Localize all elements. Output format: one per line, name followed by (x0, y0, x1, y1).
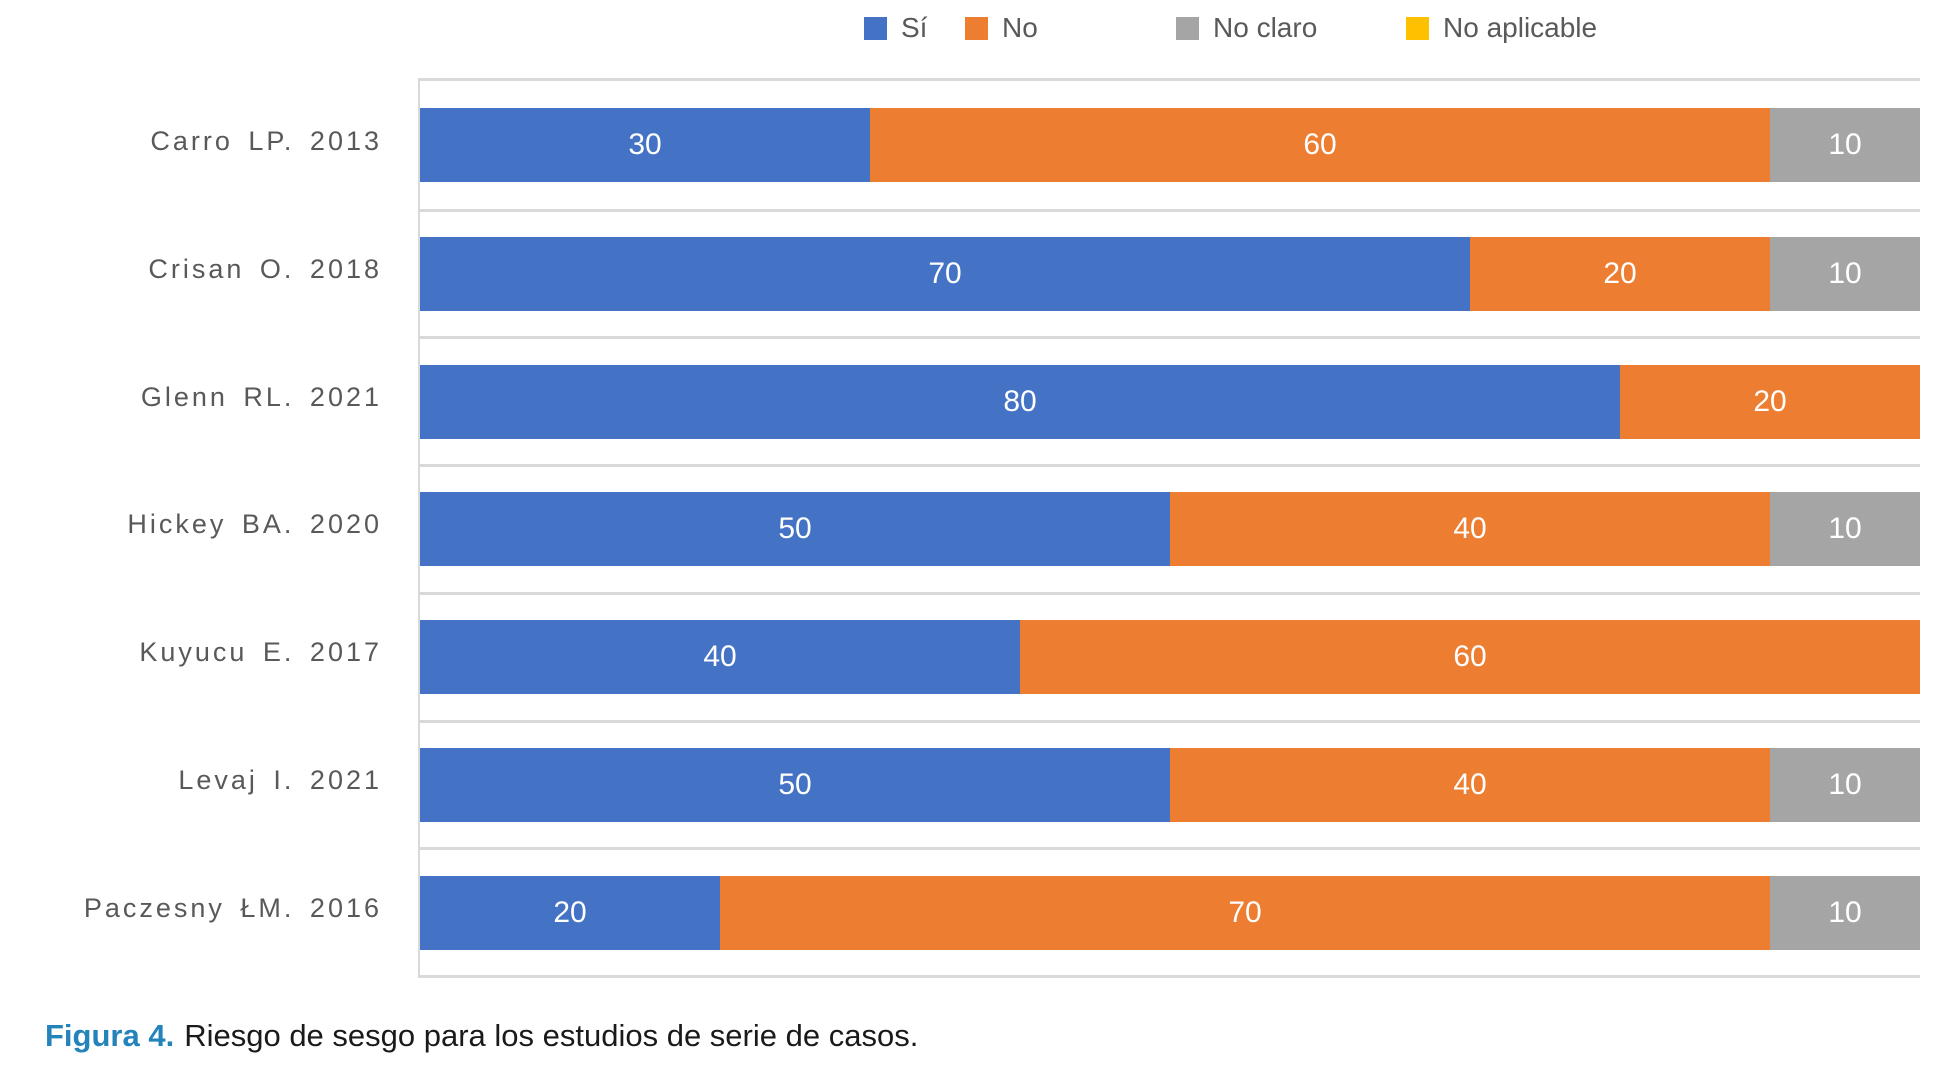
bar-segment-no: 60 (1020, 620, 1920, 695)
bar-value-label: 60 (1453, 640, 1487, 674)
stacked-bar: 80 20 (420, 364, 1920, 439)
legend-label: Sí (901, 12, 928, 43)
category-label: Hickey BA. 2020 (127, 509, 382, 540)
figure-caption: Figura 4. Riesgo de sesgo para los estudi… (45, 1018, 918, 1054)
legend-label: No aplicable (1443, 12, 1598, 43)
plot-area: 30 60 10 70 20 10 80 20 50 40 10 40 60 50 40 10 20 70 10 (418, 78, 1920, 978)
bar-value-label: 10 (1828, 512, 1862, 546)
bar-segment-si: 50 (420, 747, 1170, 822)
stacked-bar: 50 40 10 (420, 492, 1920, 567)
legend-swatch-no-aplicable-icon (1406, 16, 1429, 40)
category-band: 40 60 (420, 591, 1920, 720)
legend-label: No claro (1213, 12, 1318, 43)
category-band: 80 20 (420, 336, 1920, 464)
legend-item-no: No (965, 12, 1038, 44)
bar-segment-si: 30 (420, 107, 870, 182)
bar-segment-si: 70 (420, 237, 1470, 312)
bar-value-label: 70 (928, 257, 962, 291)
category-band: 20 70 10 (420, 847, 1920, 975)
category-band: 70 20 10 (420, 208, 1920, 337)
legend-item-no-aplicable: No aplicable (1406, 12, 1597, 44)
bar-segment-no-claro: 10 (1770, 107, 1920, 182)
category-label: Kuyucu E. 2017 (139, 637, 382, 668)
bar-segment-si: 80 (420, 364, 1620, 439)
bar-value-label: 60 (1303, 127, 1337, 161)
stacked-bar: 30 60 10 (420, 107, 1920, 182)
bar-segment-no-claro: 10 (1770, 747, 1920, 822)
bar-value-label: 30 (628, 127, 662, 161)
bar-value-label: 10 (1828, 895, 1862, 929)
chart-legend: Sí No No claro No aplicable (0, 12, 1943, 48)
stacked-bar: 20 70 10 (420, 875, 1920, 950)
category-band: 30 60 10 (420, 81, 1920, 209)
bar-segment-no: 60 (870, 107, 1770, 182)
bar-segment-no: 40 (1170, 747, 1770, 822)
category-label: Carro LP. 2013 (150, 126, 382, 157)
legend-item-si: Sí (864, 12, 927, 44)
bar-value-label: 40 (1453, 767, 1487, 801)
legend-swatch-si-icon (864, 16, 887, 40)
category-label: Crisan O. 2018 (148, 254, 382, 285)
category-label: Levaj I. 2021 (178, 764, 382, 795)
bar-value-label: 20 (1603, 257, 1637, 291)
category-axis: Carro LP. 2013 Crisan O. 2018 Glenn RL. 20… (0, 78, 400, 972)
bar-value-label: 80 (1003, 384, 1037, 418)
bar-segment-si: 40 (420, 620, 1020, 695)
bar-value-label: 50 (778, 512, 812, 546)
bar-segment-no: 70 (720, 875, 1770, 950)
bar-segment-no: 20 (1620, 364, 1920, 439)
bar-segment-si: 20 (420, 875, 720, 950)
caption-text: Riesgo de sesgo para los estudios de ser… (184, 1018, 919, 1053)
bar-value-label: 70 (1228, 895, 1262, 929)
category-label: Paczesny ŁM. 2016 (83, 892, 382, 923)
bar-value-label: 10 (1828, 767, 1862, 801)
bar-segment-no: 40 (1170, 492, 1770, 567)
stacked-bar: 70 20 10 (420, 237, 1920, 312)
bar-segment-no-claro: 10 (1770, 237, 1920, 312)
bar-value-label: 10 (1828, 257, 1862, 291)
bar-segment-no-claro: 10 (1770, 875, 1920, 950)
bar-value-label: 50 (778, 767, 812, 801)
bar-segment-no-claro: 10 (1770, 492, 1920, 567)
category-label: Glenn RL. 2021 (140, 381, 382, 412)
figure-label: Figura 4. (45, 1018, 175, 1053)
bar-segment-no: 20 (1470, 237, 1770, 312)
bar-value-label: 20 (1753, 384, 1787, 418)
legend-label: No (1002, 12, 1038, 43)
category-band: 50 40 10 (420, 719, 1920, 848)
legend-item-no-claro: No claro (1176, 12, 1317, 44)
legend-swatch-no-claro-icon (1176, 16, 1199, 40)
category-band: 50 40 10 (420, 464, 1920, 592)
stacked-bar: 50 40 10 (420, 747, 1920, 822)
bar-value-label: 40 (703, 640, 737, 674)
bar-segment-si: 50 (420, 492, 1170, 567)
bar-value-label: 10 (1828, 127, 1862, 161)
legend-swatch-no-icon (965, 16, 988, 40)
bar-value-label: 40 (1453, 512, 1487, 546)
stacked-bar: 40 60 (420, 620, 1920, 695)
bar-value-label: 20 (553, 895, 587, 929)
